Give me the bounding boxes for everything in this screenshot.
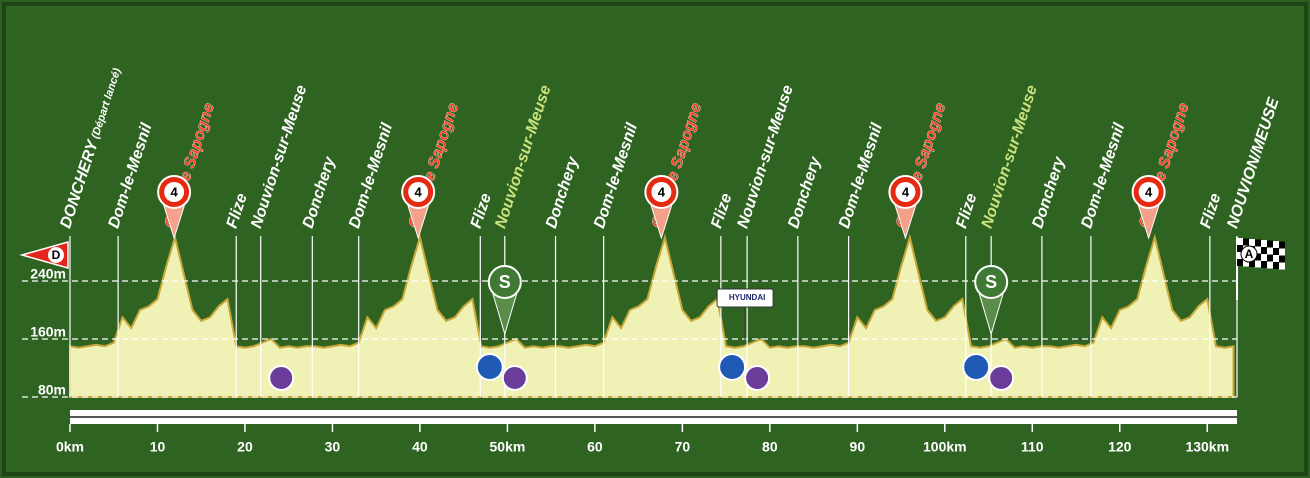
x-tick-label: 0km bbox=[56, 439, 84, 455]
kom-category: 4 bbox=[1145, 184, 1153, 199]
finish-check bbox=[1261, 240, 1267, 247]
kom-inner bbox=[408, 182, 429, 202]
x-tick-label: 60 bbox=[587, 439, 603, 455]
x-tick-label: 120 bbox=[1108, 439, 1132, 455]
finish-circle bbox=[1240, 245, 1258, 263]
finish-check bbox=[1273, 241, 1279, 248]
sprint-marker bbox=[487, 265, 522, 299]
start-label: D bbox=[52, 248, 61, 262]
sprint-label: S bbox=[985, 272, 997, 292]
finish-check bbox=[1261, 261, 1267, 268]
finish-check bbox=[1237, 238, 1243, 245]
x-tick-label: 80 bbox=[762, 439, 778, 455]
x-tick-label: 90 bbox=[850, 439, 866, 455]
finish-check bbox=[1255, 260, 1261, 268]
x-tick-label: 50km bbox=[490, 439, 526, 455]
kom-inner bbox=[895, 182, 916, 202]
elevation-area bbox=[69, 233, 1235, 398]
finish-check bbox=[1237, 245, 1243, 252]
finish-label: A bbox=[1245, 247, 1254, 261]
kom-inner bbox=[651, 182, 672, 202]
waste-icon bbox=[744, 365, 771, 391]
y-tick-label: 80m bbox=[38, 382, 66, 398]
waste-icon bbox=[501, 365, 528, 391]
finish-check bbox=[1279, 255, 1285, 263]
kom-inner bbox=[164, 182, 185, 202]
finish-check bbox=[1243, 259, 1249, 267]
finish-check bbox=[1255, 253, 1261, 261]
kom-inner bbox=[1138, 182, 1159, 202]
kom-category: 4 bbox=[902, 184, 910, 199]
x-tick-label: 40 bbox=[412, 439, 428, 455]
feed-icon bbox=[475, 353, 504, 381]
waste-icon bbox=[268, 365, 295, 391]
y-tick-label: 160m bbox=[30, 324, 66, 340]
feed-icon bbox=[962, 353, 991, 381]
finish-check bbox=[1255, 246, 1261, 254]
waste-icon bbox=[988, 365, 1015, 391]
x-tick-label: 110 bbox=[1021, 439, 1044, 455]
sprint-label: S bbox=[499, 272, 511, 292]
start-circle bbox=[48, 247, 64, 263]
x-tick-label: 30 bbox=[325, 439, 341, 455]
finish-check bbox=[1267, 247, 1273, 255]
finish-check bbox=[1279, 241, 1285, 249]
finish-check bbox=[1273, 262, 1279, 269]
x-tick-label: 10 bbox=[150, 439, 166, 455]
finish-check bbox=[1249, 239, 1255, 246]
sprint-marker bbox=[974, 265, 1009, 299]
finish-check bbox=[1261, 247, 1267, 254]
finish-check bbox=[1279, 248, 1285, 256]
feed-icon bbox=[718, 353, 747, 381]
x-tick-label: 20 bbox=[237, 439, 253, 455]
finish-check bbox=[1249, 260, 1255, 267]
sponsor-text: HYUNDAI bbox=[729, 293, 765, 302]
finish-check bbox=[1267, 240, 1273, 248]
finish-check bbox=[1267, 254, 1273, 262]
finish-check bbox=[1243, 238, 1249, 246]
x-tick-label: 100km bbox=[923, 439, 967, 455]
finish-check bbox=[1237, 259, 1243, 266]
finish-check bbox=[1279, 262, 1285, 270]
x-tick-label: 130km bbox=[1185, 439, 1229, 455]
finish-check bbox=[1273, 255, 1279, 262]
kom-category: 4 bbox=[170, 184, 178, 199]
finish-check bbox=[1273, 248, 1279, 255]
finish-check bbox=[1261, 254, 1267, 261]
kom-category: 4 bbox=[415, 184, 423, 199]
finish-check bbox=[1237, 252, 1243, 259]
y-tick-label: 240m bbox=[30, 266, 66, 282]
kom-category: 4 bbox=[658, 184, 666, 199]
x-tick-label: 70 bbox=[675, 439, 691, 455]
finish-check bbox=[1255, 239, 1261, 247]
finish-check bbox=[1267, 261, 1273, 269]
